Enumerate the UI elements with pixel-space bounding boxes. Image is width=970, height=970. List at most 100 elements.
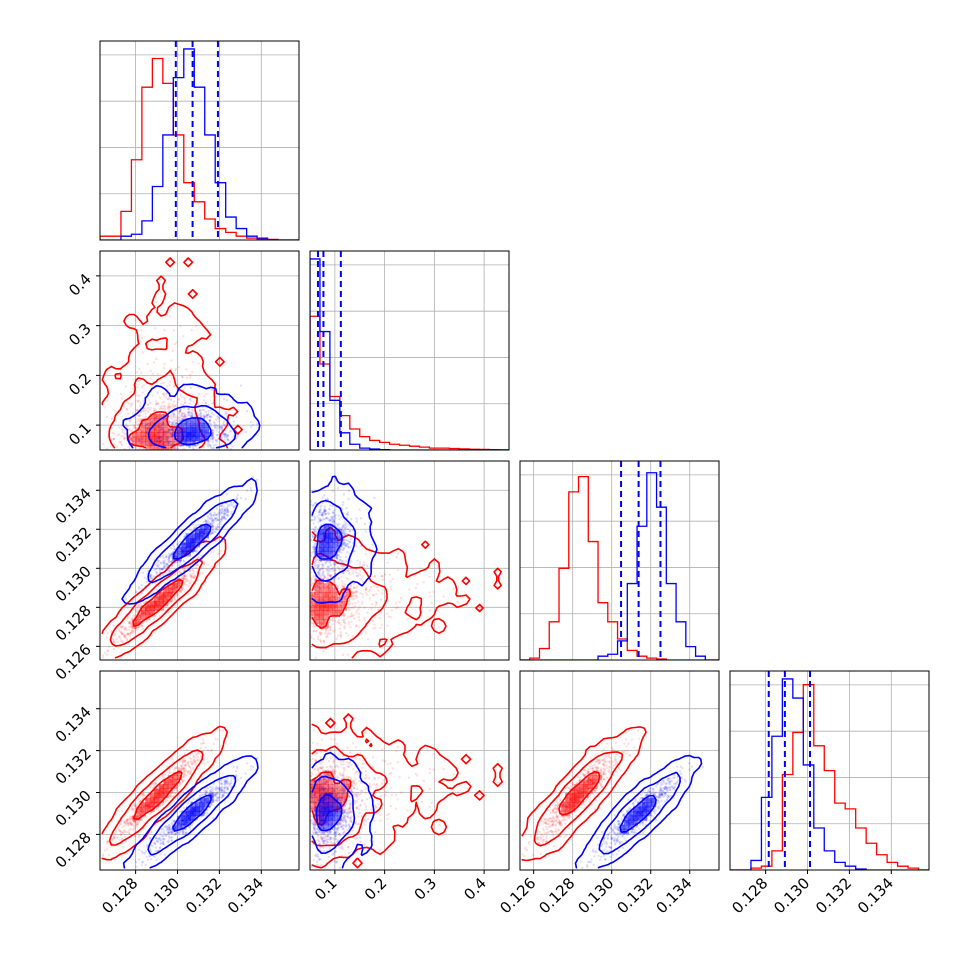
blue-density-cell (328, 528, 334, 534)
red-sample-point (325, 591, 328, 595)
red-sample-point (357, 600, 360, 603)
blue-sample-point (219, 427, 222, 430)
blue-sample-point (328, 518, 332, 522)
red-sample-point (158, 414, 161, 418)
red-sample-point (314, 578, 317, 582)
red-sample-point (148, 452, 150, 454)
blue-sample-point (209, 446, 213, 449)
red-sample-point (176, 430, 180, 434)
blue-sample-point (167, 442, 170, 446)
blue-sample-point (179, 424, 182, 428)
blue-sample-point (230, 429, 233, 433)
red-sample-point (183, 575, 186, 578)
blue-density-cell (194, 533, 200, 539)
blue-sample-point (219, 439, 223, 443)
red-sample-point (319, 559, 322, 562)
red-sample-point (192, 766, 195, 769)
blue-density-cell (319, 546, 325, 552)
red-sample-point (169, 414, 173, 417)
blue-sample-point (209, 532, 212, 536)
blue-sample-point (338, 522, 341, 526)
red-sample-point (183, 401, 187, 405)
red-density-cell (158, 445, 164, 450)
blue-density-cell (194, 431, 200, 437)
blue-sample-point (176, 401, 179, 404)
blue-sample-point (209, 512, 212, 516)
blue-sample-point (166, 564, 169, 567)
red-sample-point (319, 587, 322, 590)
red-sample-point (351, 614, 354, 618)
blue-sample-point (167, 552, 170, 556)
red-sample-point (350, 584, 353, 587)
red-sample-point (141, 385, 144, 389)
panel-2-1 (302, 460, 510, 661)
blue-sample-point (164, 430, 168, 434)
blue-sample-point (156, 559, 160, 562)
blue-sample-point (207, 403, 210, 407)
blue-density-cell (204, 431, 210, 437)
red-sample-point (125, 425, 128, 428)
blue-sample-point (198, 446, 202, 449)
red-sample-point (327, 583, 330, 586)
red-sample-point (321, 566, 324, 569)
red-sample-point (348, 608, 352, 612)
red-sample-point (130, 438, 133, 442)
blue-sample-point (177, 428, 181, 432)
red-sample-point (364, 631, 368, 634)
blue-sample-point (345, 512, 348, 515)
red-sample-point (350, 595, 353, 598)
red-density-cell (154, 605, 160, 611)
red-sample-point (173, 404, 176, 408)
red-sample-point (174, 447, 178, 450)
blue-sample-point (346, 539, 349, 542)
blue-sample-point (169, 555, 172, 558)
red-sample-point (342, 603, 346, 606)
blue-sample-point (339, 547, 342, 551)
red-sample-point (313, 625, 317, 629)
blue-sample-point (199, 412, 202, 416)
blue-sample-point (169, 561, 173, 564)
red-sample-point (123, 628, 127, 631)
red-sample-point (432, 562, 435, 565)
blue-sample-point (364, 530, 368, 533)
red-density-cell (323, 583, 329, 589)
red-sample-point (120, 397, 124, 400)
blue-sample-point (326, 526, 330, 529)
red-sample-point (170, 423, 174, 426)
red-sample-point (117, 455, 119, 457)
red-density-cell (149, 445, 155, 450)
red-histogram (100, 57, 299, 240)
red-sample-point (354, 586, 357, 590)
blue-sample-point (207, 431, 210, 435)
red-density-cell (158, 596, 164, 602)
red-density-cell (341, 596, 347, 602)
red-sample-point (428, 575, 432, 578)
blue-sample-point (190, 413, 194, 417)
red-sample-point (160, 451, 162, 453)
red-sample-point (334, 610, 338, 613)
blue-sample-point (212, 518, 216, 521)
red-sample-point (406, 618, 409, 621)
blue-sample-point (224, 435, 228, 438)
red-sample-point (338, 612, 341, 615)
blue-sample-point (347, 546, 351, 549)
red-sample-point (125, 628, 128, 632)
blue-density-cell (328, 542, 334, 548)
blue-contour (311, 499, 356, 582)
blue-sample-point (316, 515, 319, 518)
red-sample-point (326, 593, 329, 596)
blue-sample-point (318, 508, 322, 511)
red-sample-point (304, 602, 306, 604)
red-sample-point (136, 423, 140, 426)
red-sample-point (350, 591, 354, 594)
red-sample-point (152, 361, 156, 364)
blue-sample-point (184, 441, 188, 444)
red-sample-point (144, 412, 147, 416)
blue-sample-point (167, 555, 171, 558)
red-sample-point (302, 631, 304, 633)
red-density-cell (314, 605, 320, 611)
red-sample-point (313, 591, 317, 595)
red-sample-point (342, 614, 346, 618)
red-sample-point (329, 628, 332, 632)
blue-sample-point (345, 532, 348, 536)
